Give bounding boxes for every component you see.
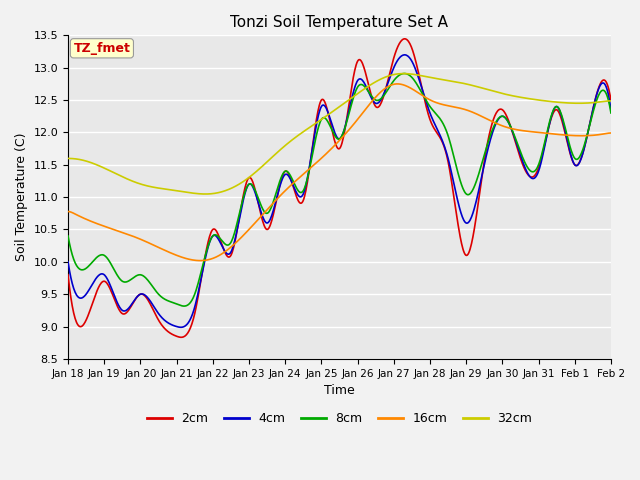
Legend: 2cm, 4cm, 8cm, 16cm, 32cm: 2cm, 4cm, 8cm, 16cm, 32cm — [141, 407, 538, 430]
Title: Tonzi Soil Temperature Set A: Tonzi Soil Temperature Set A — [230, 15, 449, 30]
Text: TZ_fmet: TZ_fmet — [74, 42, 131, 55]
X-axis label: Time: Time — [324, 384, 355, 397]
Y-axis label: Soil Temperature (C): Soil Temperature (C) — [15, 133, 28, 262]
